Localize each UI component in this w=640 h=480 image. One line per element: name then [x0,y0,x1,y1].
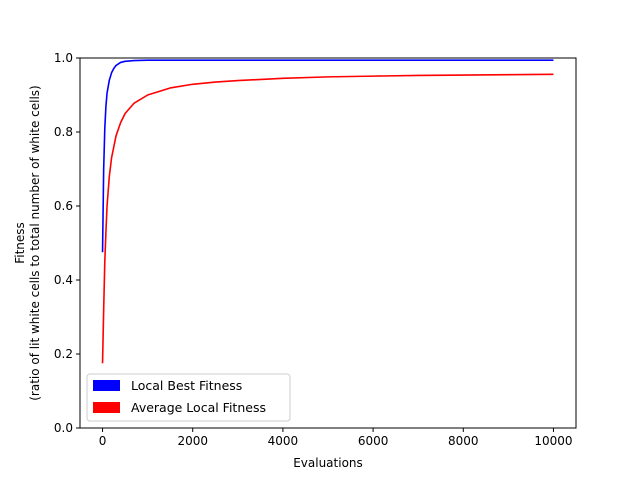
legend-label-average-local: Average Local Fitness [131,400,266,415]
y-tick-label: 0.8 [54,125,73,139]
y-tick-label: 0.4 [54,273,73,287]
y-axis: 0.0 0.2 0.4 0.6 0.8 1.0 [54,51,80,435]
x-tick-label: 6000 [358,434,389,448]
y-tick-label: 0.6 [54,199,73,213]
y-tick-label: 0.0 [54,421,73,435]
x-tick-label: 10000 [534,434,572,448]
y-axis-label-line2: (ratio of lit white cells to total numbe… [28,85,42,401]
x-tick-label: 2000 [177,434,208,448]
y-tick-label: 0.2 [54,347,73,361]
legend-swatch-average-local [93,402,120,413]
legend-label-local-best: Local Best Fitness [131,378,242,393]
y-axis-label-line1: Fitness [13,222,27,264]
series-line-0 [101,59,554,253]
x-axis-label: Evaluations [293,456,363,470]
legend-swatch-local-best [93,380,120,391]
series-layer [101,59,554,364]
y-tick-label: 1.0 [54,51,73,65]
legend-frame [86,373,291,422]
x-tick-label: 4000 [268,434,299,448]
series-line-1 [101,73,554,364]
x-axis: 0 2000 4000 6000 8000 10000 [99,428,573,448]
x-tick-label: 0 [99,434,107,448]
x-tick-label: 8000 [448,434,479,448]
legend: Local Best Fitness Average Local Fitness [86,373,291,422]
plot-frame [79,57,577,429]
